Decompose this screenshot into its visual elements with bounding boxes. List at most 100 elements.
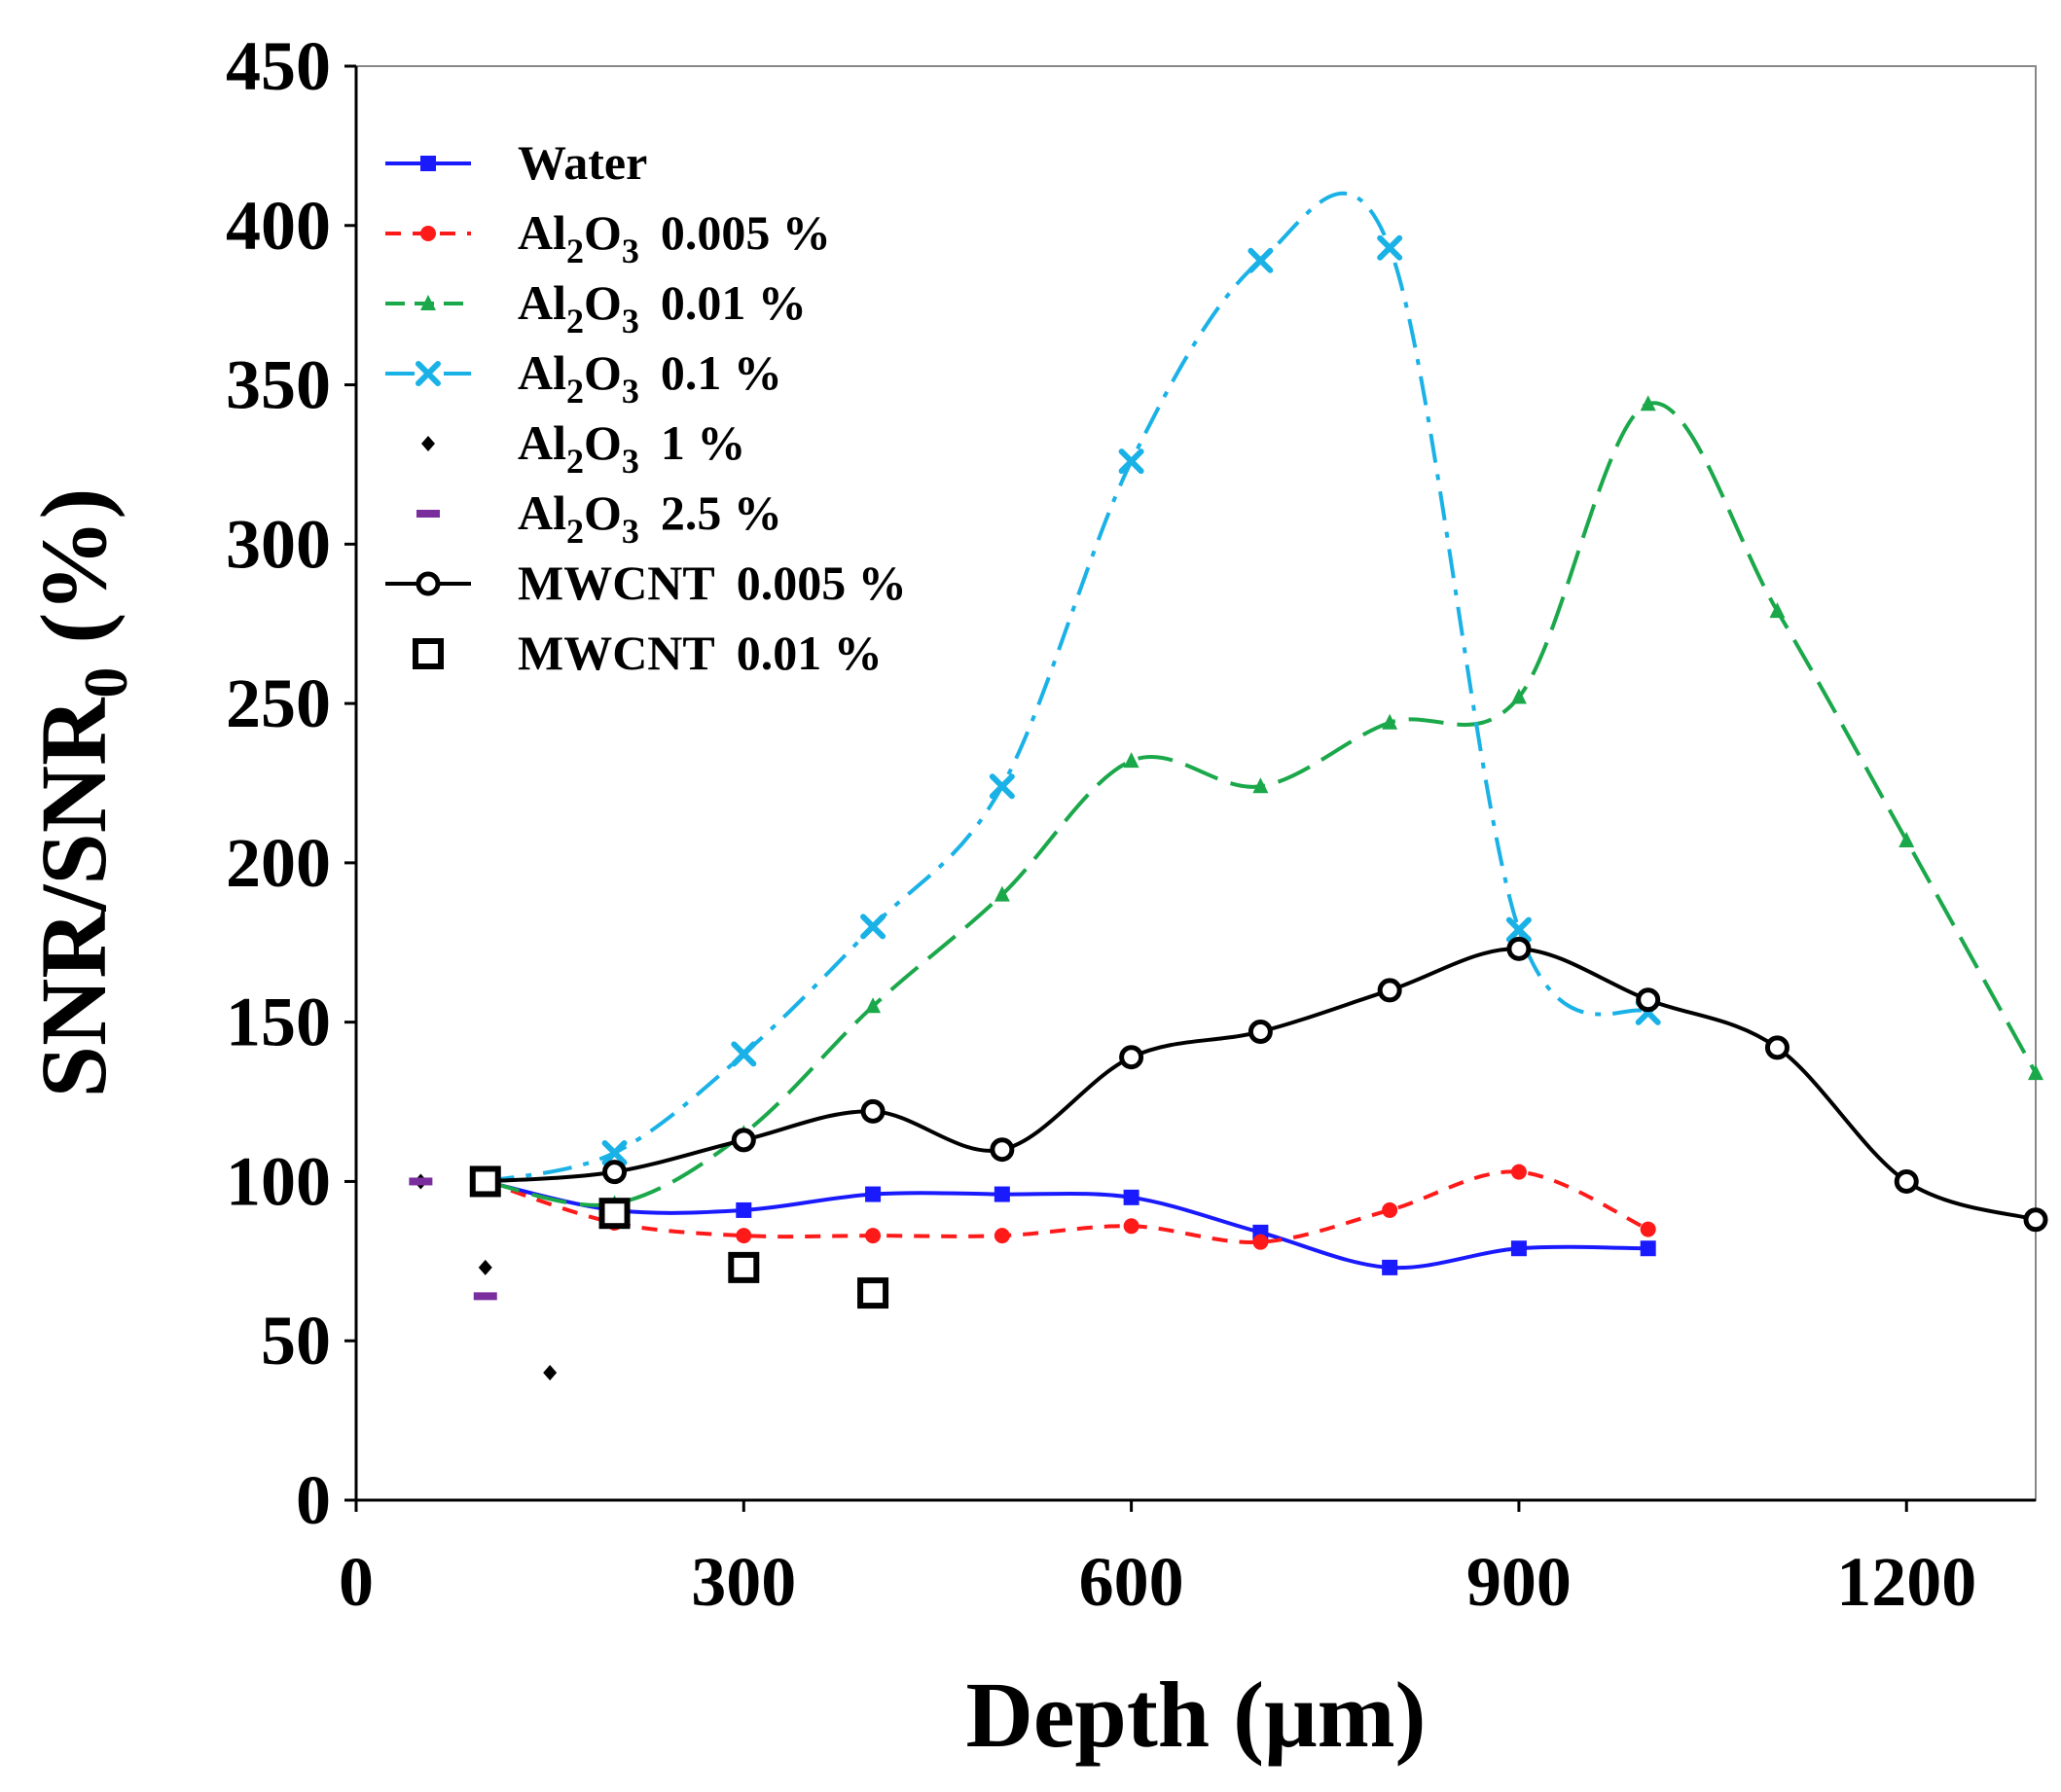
- x-tick-label: 900: [1466, 1543, 1572, 1621]
- data-point: [1252, 777, 1269, 794]
- data-point: [543, 1364, 558, 1380]
- data-point: [1252, 1234, 1269, 1250]
- legend-label: Al2O3 2.5 %: [518, 485, 782, 551]
- data-point: [473, 1292, 497, 1301]
- x-tick-label: 0: [339, 1543, 374, 1621]
- series-5: [409, 1177, 497, 1301]
- legend-item: Water: [385, 135, 647, 190]
- data-point: [1247, 1019, 1273, 1044]
- legend-item: Al2O3 0.1 %: [385, 345, 782, 411]
- legend-marker: [420, 295, 436, 310]
- legend-label: Al2O3 0.005 %: [518, 205, 831, 270]
- series-line: [485, 1179, 1648, 1271]
- data-point: [1119, 1045, 1144, 1070]
- x-axis-title: Depth (μm): [965, 1663, 1426, 1767]
- data-point: [736, 1228, 752, 1244]
- y-tick-label: 100: [226, 1142, 331, 1220]
- y-tick-label: 0: [296, 1461, 331, 1539]
- data-point: [865, 997, 882, 1014]
- data-point: [2028, 1064, 2043, 1081]
- data-point: [1123, 1218, 1139, 1235]
- data-point: [857, 1277, 889, 1309]
- data-point: [1118, 448, 1144, 475]
- series-line: [485, 1169, 1649, 1244]
- legend-item: MWCNT 0.005 %: [385, 556, 907, 610]
- data-point: [1640, 395, 1656, 412]
- data-point: [994, 885, 1010, 902]
- data-point: [1123, 1189, 1139, 1205]
- legend-item: MWCNT 0.01 %: [413, 626, 883, 680]
- x-tick-label: 1200: [1836, 1543, 1976, 1621]
- data-point: [1898, 831, 1915, 847]
- data-point: [601, 1139, 628, 1165]
- data-point: [1510, 688, 1527, 704]
- legend-label: Water: [518, 135, 647, 190]
- data-point: [1123, 752, 1139, 769]
- y-tick-label: 350: [226, 346, 331, 424]
- data-point: [1382, 1259, 1398, 1275]
- data-point: [409, 1177, 433, 1186]
- series-layer: [409, 191, 2048, 1380]
- data-point: [994, 1228, 1010, 1244]
- data-point: [728, 1251, 760, 1283]
- data-point: [1247, 247, 1274, 273]
- x-tick-label: 600: [1079, 1543, 1184, 1621]
- legend-label: Al2O3 0.1 %: [518, 345, 782, 411]
- data-point: [1382, 1201, 1398, 1218]
- legend-label: Al2O3 1 %: [518, 415, 745, 481]
- x-axis: 0 300 600 900 1200: [339, 1500, 1976, 1621]
- legend-marker: [413, 638, 444, 669]
- data-point: [1377, 234, 1403, 261]
- series-line: [485, 401, 2038, 1207]
- y-axis-title-suffix: (%): [21, 488, 126, 667]
- legend-marker: [420, 156, 436, 171]
- y-tick-label: 150: [226, 984, 331, 1061]
- y-axis-title-main: SNR/SNR: [21, 697, 126, 1097]
- data-point: [1506, 936, 1532, 961]
- data-point: [1640, 1221, 1656, 1237]
- data-point: [469, 1165, 501, 1198]
- data-point: [1505, 916, 1532, 943]
- data-point: [994, 1186, 1010, 1202]
- legend-marker: [421, 436, 435, 451]
- legend-marker: [416, 571, 441, 596]
- legend-label: MWCNT 0.005 %: [518, 556, 907, 610]
- legend-label: Al2O3 0.01 %: [518, 275, 807, 340]
- data-point: [731, 1041, 757, 1067]
- legend-label: MWCNT 0.01 %: [518, 626, 883, 680]
- data-point: [602, 1160, 628, 1185]
- data-point: [2023, 1207, 2048, 1233]
- legend-item: Al2O3 2.5 %: [416, 485, 782, 551]
- data-point: [989, 773, 1015, 800]
- data-point: [860, 914, 886, 940]
- legend-marker: [420, 226, 436, 241]
- legend-marker: [416, 510, 440, 518]
- y-tick-label: 50: [261, 1302, 331, 1380]
- series-7: [469, 1165, 889, 1309]
- data-point: [1377, 978, 1402, 1003]
- y-tick-label: 200: [226, 824, 331, 902]
- data-point: [1510, 1240, 1527, 1257]
- legend-item: Al2O3 1 %: [421, 415, 745, 481]
- data-point: [1382, 713, 1398, 730]
- data-point: [990, 1137, 1015, 1163]
- data-point: [1510, 1164, 1527, 1180]
- y-axis-title: SNR/SNR0 (%): [21, 488, 140, 1098]
- y-axis: 0 50 100 150 200 250 300 350 400 450: [226, 27, 356, 1539]
- data-point: [731, 1128, 756, 1153]
- data-point: [736, 1201, 752, 1218]
- y-tick-label: 400: [226, 187, 331, 265]
- y-axis-title-subscript: 0: [71, 667, 140, 699]
- legend-item: Al2O3 0.005 %: [385, 205, 831, 270]
- y-tick-label: 300: [226, 505, 331, 583]
- x-tick-label: 300: [691, 1543, 796, 1621]
- data-point: [1769, 602, 1786, 619]
- data-point: [865, 1186, 882, 1202]
- plot-frame: [354, 65, 2037, 1502]
- data-point: [860, 1098, 886, 1124]
- y-tick-label: 250: [226, 664, 331, 742]
- data-point: [1894, 1168, 1919, 1194]
